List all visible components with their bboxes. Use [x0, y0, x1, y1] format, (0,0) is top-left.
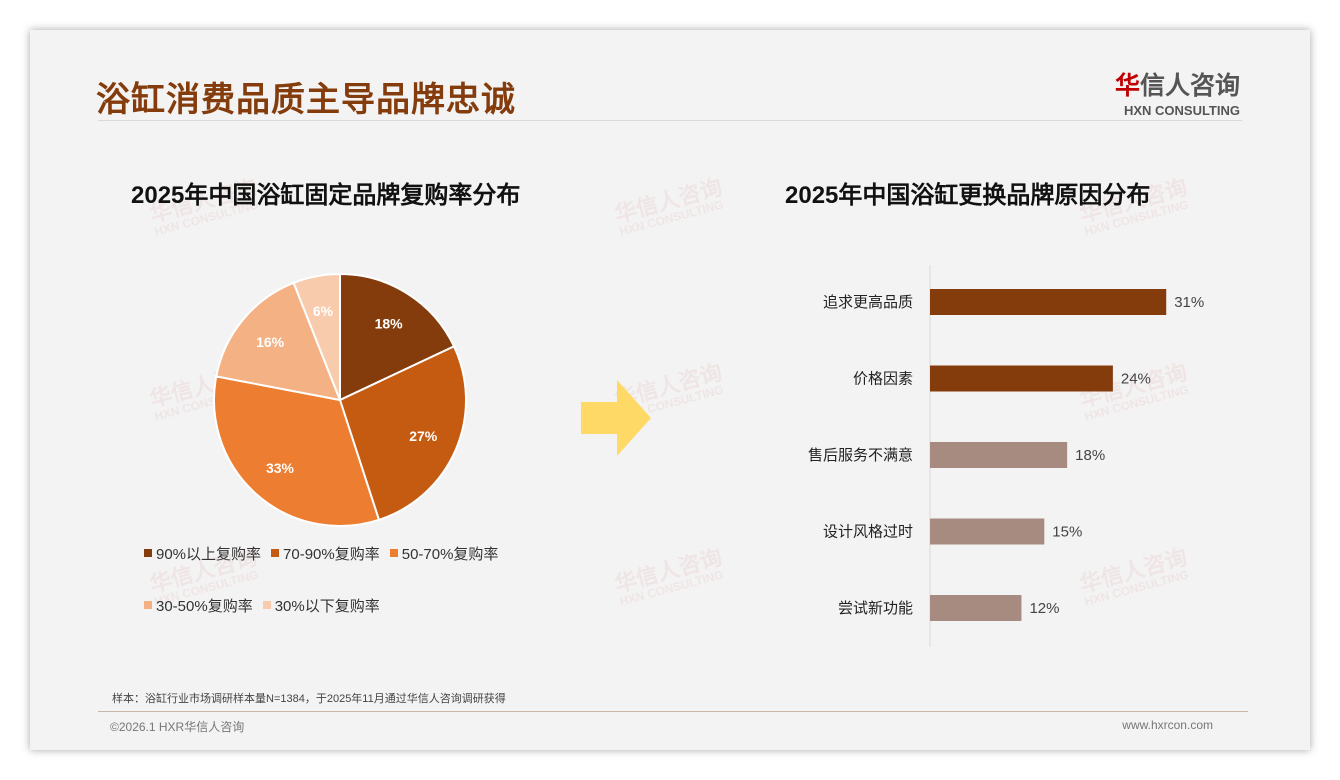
legend-swatch [262, 601, 271, 609]
pie-slice [338, 345, 467, 522]
pie-slice [292, 272, 341, 401]
bar [930, 365, 1113, 392]
pie-chart: 18% 27% 33% 16% 6% [213, 272, 467, 527]
legend-swatch [144, 549, 152, 557]
legend-label: 30-50%复购率 [156, 597, 253, 615]
legend-item: 30-50%复购率 [144, 592, 253, 618]
legend-label: 50-70%复购率 [401, 545, 499, 563]
bar-data-label: 18% [1075, 447, 1105, 464]
legend-label: 70-90%复购率 [283, 545, 380, 563]
category-label: 设计风格过时 [823, 524, 913, 541]
bar [930, 518, 1045, 545]
website-url: www.hxrcon.com [1122, 718, 1213, 732]
pie-data-label: 16% [256, 334, 285, 350]
pie-data-label: 33% [266, 460, 295, 476]
watermark: 华信人咨询 HXN CONSULTING [611, 544, 725, 609]
logo-en: HXN CONSULTING [1123, 103, 1240, 118]
pie-slice [215, 281, 342, 402]
legend-label: 90%以上复购率 [156, 545, 262, 563]
bar [930, 289, 1167, 315]
pie-slice [213, 375, 381, 527]
legend-swatch [144, 601, 152, 609]
watermark: 华信人咨询 HXN CONSULTING [611, 174, 725, 239]
pie-data-label: 18% [375, 315, 404, 331]
legend-item: 50-70%复购率 [389, 540, 499, 566]
pie-chart-title: 2025年中国浴缸固定品牌复购率分布 [131, 182, 521, 209]
bar-data-label: 15% [1052, 524, 1082, 541]
bar [930, 442, 1068, 468]
page-title: 浴缸消费品质主导品牌忠诚 [96, 81, 516, 119]
category-label: 追求更高品质 [823, 294, 913, 311]
copyright: ©2026.1 HXR华信人咨询 [110, 720, 245, 734]
pie-slice [339, 272, 456, 402]
logo-red-char: 华 [1114, 72, 1140, 100]
legend-item: 90%以上复购率 [144, 540, 261, 566]
bar [930, 595, 1022, 621]
category-label: 售后服务不满意 [808, 446, 913, 464]
legend-label: 30%以下复购率 [274, 597, 380, 615]
bar-chart: 追求更高品质 31% 价格因素 24% 售后服务不满意 18% 设计风格过时 15% 尝试新功能… [808, 265, 1204, 647]
legend-item: 70-90%复购率 [271, 540, 380, 566]
pie-data-label: 6% [313, 303, 334, 319]
sample-note: 样本：浴缸行业市场调研样本量N=1384，于2025年11月通过华信人咨询调研获… [112, 693, 506, 705]
legend-item: 30%以下复购率 [262, 592, 380, 618]
bar-data-label: 24% [1121, 371, 1151, 388]
divider [98, 120, 1242, 121]
logo-cn: 信人咨询 [1139, 72, 1240, 100]
arrow-right-icon [581, 380, 651, 456]
legend-swatch [271, 549, 280, 557]
logo: 华信人咨询 HXN CONSULTING [1115, 66, 1240, 118]
legend-swatch [389, 549, 398, 557]
category-label: 尝试新功能 [838, 600, 913, 617]
category-label: 价格因素 [853, 371, 913, 388]
bar-data-label: 12% [1029, 600, 1059, 617]
pie-legend: 90%以上复购率 70-90%复购率 50-70%复购率 30-50%复购率 30%以下… [144, 540, 564, 644]
bar-data-label: 31% [1174, 294, 1204, 311]
pie-data-label: 27% [409, 428, 438, 444]
slide: 浴缸消费品质主导品牌忠诚 华信人咨询 HXN CONSULTING 华信人咨询 H… [30, 30, 1310, 750]
bar-chart-title: 2025年中国浴缸更换品牌原因分布 [785, 182, 1151, 209]
footer-divider [98, 711, 1248, 712]
